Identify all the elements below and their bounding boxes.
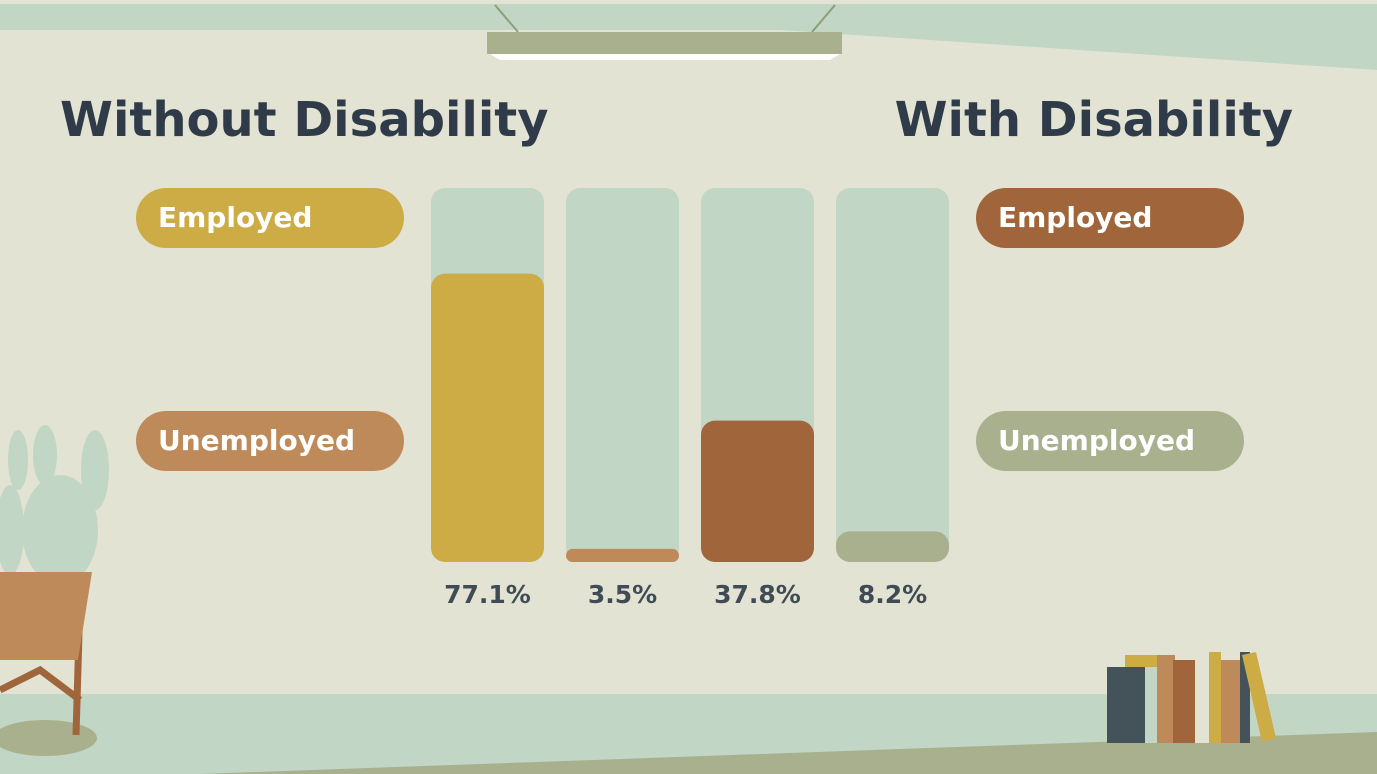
- legend-label: Employed: [158, 201, 312, 234]
- bar: [566, 548, 679, 562]
- books: [1107, 652, 1276, 743]
- value-label: 37.8%: [714, 580, 801, 609]
- bar: [701, 420, 814, 562]
- top-band: [0, 0, 1377, 70]
- legend-label: Unemployed: [998, 424, 1195, 457]
- bar: [431, 273, 544, 562]
- value-label: 77.1%: [444, 580, 531, 609]
- floor-shadow: [200, 732, 1377, 774]
- value-label: 3.5%: [588, 580, 657, 609]
- lamp-wire: [811, 4, 836, 33]
- legend-label: Employed: [998, 201, 1152, 234]
- legend-pill: [136, 188, 404, 248]
- legend-pill: [976, 411, 1244, 471]
- cactus: [0, 425, 109, 756]
- bar: [836, 531, 949, 562]
- value-label: 8.2%: [858, 580, 927, 609]
- bar-track: [836, 188, 949, 562]
- legend-label: Unemployed: [158, 424, 355, 457]
- legend-pill: [136, 411, 404, 471]
- bar-track: [566, 188, 679, 562]
- lamp-light: [490, 54, 840, 60]
- top-edge: [0, 0, 1377, 4]
- section-title: With Disability: [895, 92, 1293, 148]
- section-title: Without Disability: [60, 92, 549, 148]
- lamp-wire: [494, 4, 519, 33]
- lamp: [487, 32, 842, 54]
- legend-pill: [976, 188, 1244, 248]
